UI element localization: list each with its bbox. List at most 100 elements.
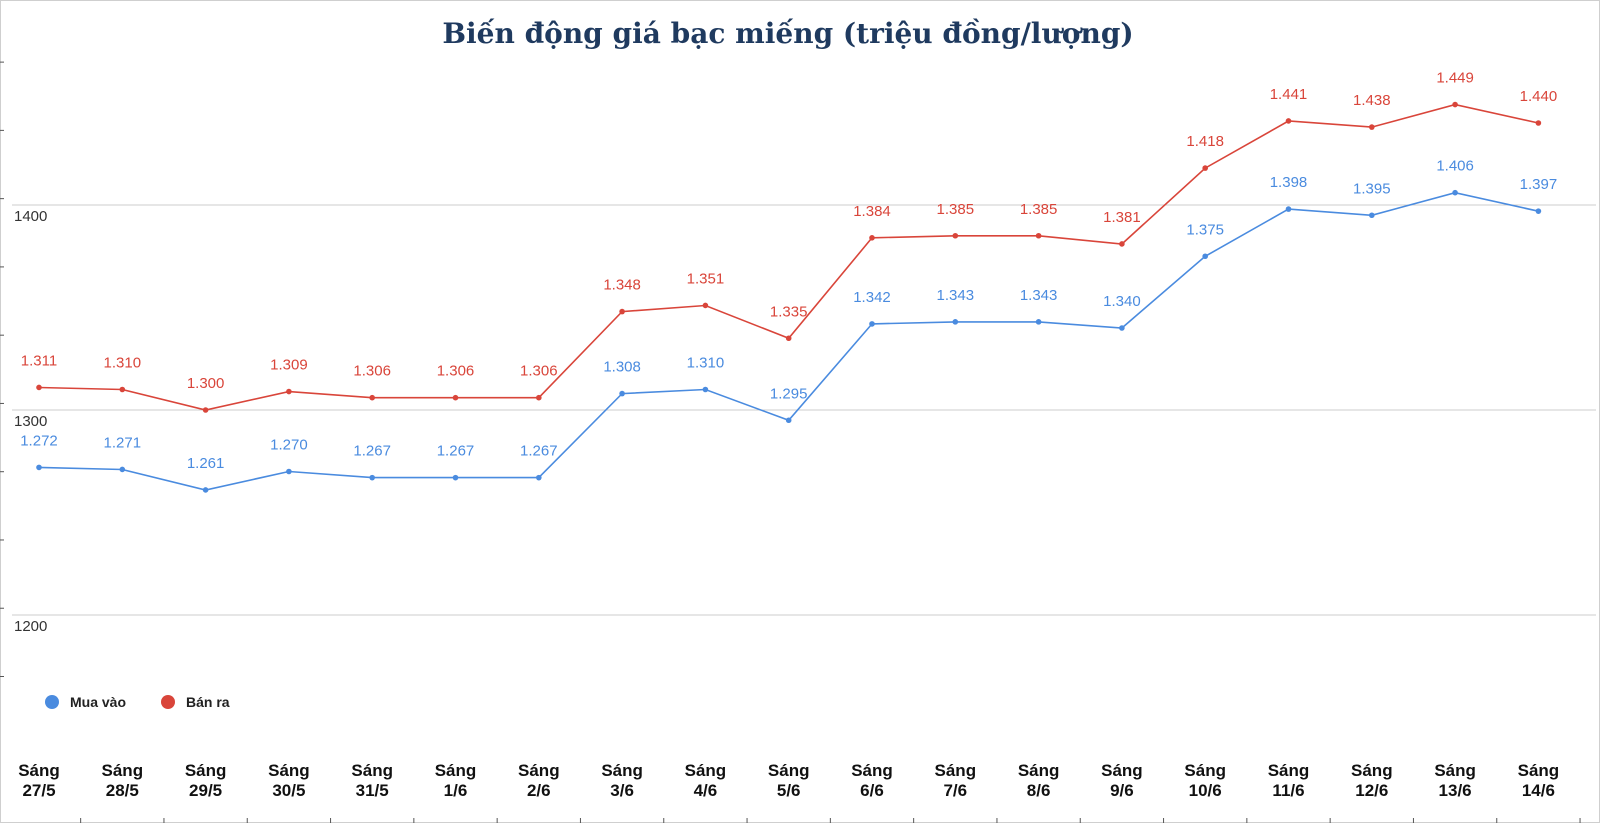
series-group: 1.272 1.271 1.261 1.270 1.267 1.267 1.267 1.308… <box>20 70 1557 493</box>
data-label: 1.398 <box>1270 174 1308 191</box>
data-point <box>452 474 459 481</box>
data-point <box>1035 232 1042 239</box>
legend-swatch <box>161 695 175 709</box>
x-tick-label: Sáng 10/6 <box>1184 761 1226 800</box>
data-label: 1.381 <box>1103 209 1141 226</box>
data-point <box>1535 120 1542 126</box>
data-label: 1.306 <box>353 363 391 380</box>
x-tick-label: Sáng 3/6 <box>601 761 643 800</box>
series-line <box>38 103 1539 411</box>
data-point <box>1035 319 1042 325</box>
data-label: 1.441 <box>1270 86 1308 103</box>
data-label: 1.306 <box>437 363 475 380</box>
data-point <box>536 474 542 481</box>
data-label: 1.343 <box>1020 287 1058 304</box>
x-tick-label: Sáng 8/6 <box>1018 761 1060 800</box>
series-line <box>38 191 1539 491</box>
data-label: 1.261 <box>187 455 225 472</box>
series-ban-ra: 1.311 1.310 1.300 1.309 1.306 1.306 1.306 1.348… <box>21 70 1557 413</box>
data-label: 1.395 <box>1353 180 1391 197</box>
data-point <box>202 407 209 413</box>
data-point <box>1369 124 1375 130</box>
data-point <box>36 464 42 471</box>
data-point <box>536 394 542 401</box>
data-label: 1.271 <box>104 434 142 451</box>
gridlines <box>12 204 1596 616</box>
data-label: 1.384 <box>853 203 891 220</box>
x-tick-label: Sáng 14/6 <box>1518 761 1560 800</box>
data-label: 1.342 <box>853 289 891 306</box>
data-point <box>869 321 875 327</box>
chart-title: Biến động giá bạc miếng (triệu đồng/lượn… <box>442 17 1133 50</box>
data-point <box>952 319 959 325</box>
data-label: 1.343 <box>937 287 975 304</box>
data-point <box>286 468 292 475</box>
data-point <box>202 487 209 493</box>
data-point <box>119 386 126 393</box>
data-point <box>36 384 42 391</box>
data-point <box>286 388 292 395</box>
data-point <box>369 394 376 401</box>
data-label: 1.438 <box>1353 92 1391 109</box>
legend-item: Bán ra <box>161 694 230 710</box>
data-label: 1.348 <box>603 277 641 294</box>
x-tick-label: Sáng 29/5 <box>185 761 227 800</box>
x-tick-label: Sáng 4/6 <box>685 761 727 800</box>
data-point <box>869 235 875 241</box>
data-label: 1.397 <box>1520 176 1558 193</box>
y-tick-label: 1300 <box>14 413 47 430</box>
data-point <box>1285 118 1292 124</box>
data-point <box>619 308 625 315</box>
data-label: 1.406 <box>1436 158 1474 175</box>
data-label: 1.267 <box>437 443 475 460</box>
data-label: 1.351 <box>687 270 725 287</box>
data-label: 1.449 <box>1436 70 1474 87</box>
x-tick-label: Sáng 30/5 <box>268 761 310 800</box>
y-tick-label: 1400 <box>14 208 47 225</box>
x-tick-label: Sáng 6/6 <box>851 761 893 800</box>
x-tick-label: Sáng 9/6 <box>1101 761 1143 800</box>
data-point <box>952 232 959 239</box>
data-point <box>1119 241 1125 247</box>
x-tick-label: Sáng 11/6 <box>1268 761 1310 800</box>
x-tick-label: Sáng 31/5 <box>351 761 393 800</box>
data-label: 1.440 <box>1520 88 1558 105</box>
x-tick-label: Sáng 28/5 <box>102 761 144 800</box>
data-point <box>785 335 792 342</box>
data-label: 1.418 <box>1186 133 1224 150</box>
data-point <box>702 386 709 393</box>
data-label: 1.385 <box>937 201 975 218</box>
legend-swatch <box>45 695 59 709</box>
x-axis-labels: Sáng 27/5 Sáng 28/5 Sáng 29/5 Sáng 30/5 Sáng 31/5… <box>18 761 1581 823</box>
data-label: 1.385 <box>1020 201 1058 218</box>
data-point <box>619 390 625 397</box>
data-label: 1.270 <box>270 437 308 454</box>
legend-label: Mua vào <box>70 694 126 710</box>
data-label: 1.300 <box>187 375 225 392</box>
data-point <box>785 417 792 424</box>
x-tick-label: Sáng 2/6 <box>518 761 560 800</box>
series-mua-vao: 1.272 1.271 1.261 1.270 1.267 1.267 1.267 1.308… <box>20 158 1557 493</box>
data-label: 1.309 <box>270 357 308 374</box>
data-point <box>452 394 459 401</box>
x-tick-label: Sáng 27/5 <box>18 761 60 800</box>
x-tick-label: Sáng 7/6 <box>935 761 977 800</box>
legend: Mua vào Bán ra <box>45 694 230 710</box>
data-label: 1.306 <box>520 363 558 380</box>
data-point <box>1452 189 1458 196</box>
data-point <box>1369 212 1375 219</box>
data-point <box>1452 101 1458 108</box>
y-tick-label: 1200 <box>14 618 47 635</box>
data-point <box>369 474 376 481</box>
data-label: 1.335 <box>770 303 808 320</box>
x-tick-label: Sáng 5/6 <box>768 761 810 800</box>
data-label: 1.311 <box>21 352 57 369</box>
data-point <box>1285 206 1292 212</box>
data-label: 1.272 <box>20 432 58 449</box>
data-label: 1.267 <box>353 443 391 460</box>
data-point <box>1202 165 1208 171</box>
data-label: 1.308 <box>603 359 641 376</box>
